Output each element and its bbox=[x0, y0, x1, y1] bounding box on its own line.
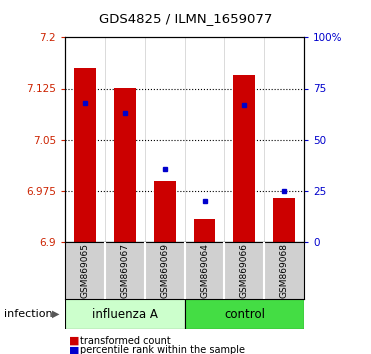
Bar bbox=[194, 218, 216, 242]
Bar bbox=[114, 88, 136, 242]
Bar bbox=[273, 198, 295, 242]
Text: infection: infection bbox=[4, 309, 52, 319]
Text: GSM869065: GSM869065 bbox=[81, 243, 89, 298]
Text: ■: ■ bbox=[69, 336, 79, 346]
Text: GSM869068: GSM869068 bbox=[280, 243, 289, 298]
Text: ▶: ▶ bbox=[52, 309, 59, 319]
Bar bbox=[74, 68, 96, 242]
Text: GSM869066: GSM869066 bbox=[240, 243, 249, 298]
Bar bbox=[65, 299, 185, 329]
Bar bbox=[185, 299, 304, 329]
Text: control: control bbox=[224, 308, 265, 321]
Text: GSM869064: GSM869064 bbox=[200, 243, 209, 298]
Text: influenza A: influenza A bbox=[92, 308, 158, 321]
Bar bbox=[154, 181, 175, 242]
Text: GSM869069: GSM869069 bbox=[160, 243, 169, 298]
Text: GDS4825 / ILMN_1659077: GDS4825 / ILMN_1659077 bbox=[99, 12, 272, 25]
Text: transformed count: transformed count bbox=[80, 336, 171, 346]
Text: percentile rank within the sample: percentile rank within the sample bbox=[80, 346, 245, 354]
Bar bbox=[233, 75, 255, 242]
Text: GSM869067: GSM869067 bbox=[120, 243, 129, 298]
Text: ■: ■ bbox=[69, 346, 79, 354]
